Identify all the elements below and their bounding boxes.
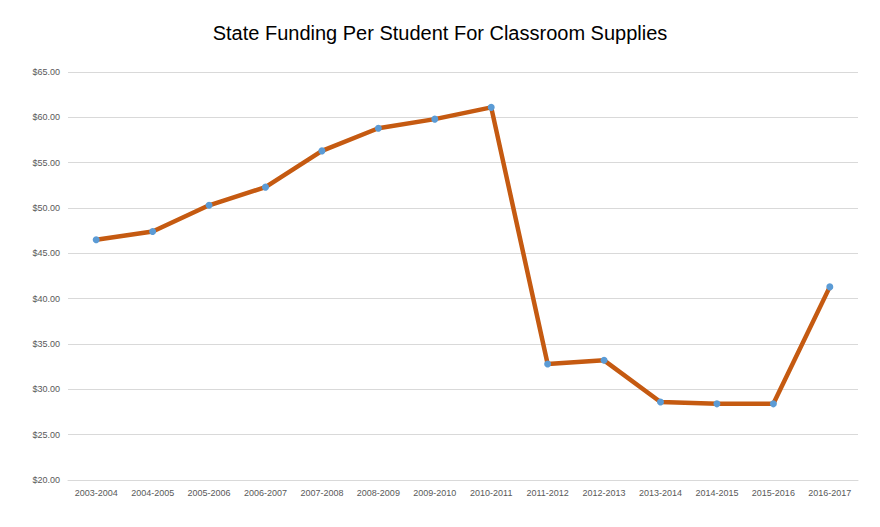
svg-text:$20.00: $20.00 xyxy=(32,475,60,485)
svg-text:$40.00: $40.00 xyxy=(32,294,60,304)
svg-text:2004-2005: 2004-2005 xyxy=(131,488,174,498)
svg-text:$35.00: $35.00 xyxy=(32,339,60,349)
svg-text:$60.00: $60.00 xyxy=(32,112,60,122)
svg-text:$45.00: $45.00 xyxy=(32,248,60,258)
svg-text:2014-2015: 2014-2015 xyxy=(695,488,738,498)
svg-text:$25.00: $25.00 xyxy=(32,430,60,440)
svg-text:2011-2012: 2011-2012 xyxy=(526,488,568,498)
svg-text:2003-2004: 2003-2004 xyxy=(75,488,118,498)
svg-text:2009-2010: 2009-2010 xyxy=(413,488,456,498)
svg-text:$55.00: $55.00 xyxy=(32,158,60,168)
svg-text:2007-2008: 2007-2008 xyxy=(300,488,343,498)
svg-text:$50.00: $50.00 xyxy=(32,203,60,213)
svg-text:$30.00: $30.00 xyxy=(32,384,60,394)
svg-text:2010-2011: 2010-2011 xyxy=(470,488,512,498)
svg-text:2005-2006: 2005-2006 xyxy=(188,488,231,498)
svg-text:2013-2014: 2013-2014 xyxy=(639,488,682,498)
svg-text:2006-2007: 2006-2007 xyxy=(244,488,287,498)
svg-text:2008-2009: 2008-2009 xyxy=(357,488,400,498)
svg-text:2016-2017: 2016-2017 xyxy=(808,488,851,498)
svg-text:2012-2013: 2012-2013 xyxy=(583,488,626,498)
svg-text:State Funding Per Student For: State Funding Per Student For Classroom … xyxy=(213,22,668,44)
svg-text:$65.00: $65.00 xyxy=(32,67,60,77)
svg-text:2015-2016: 2015-2016 xyxy=(752,488,795,498)
